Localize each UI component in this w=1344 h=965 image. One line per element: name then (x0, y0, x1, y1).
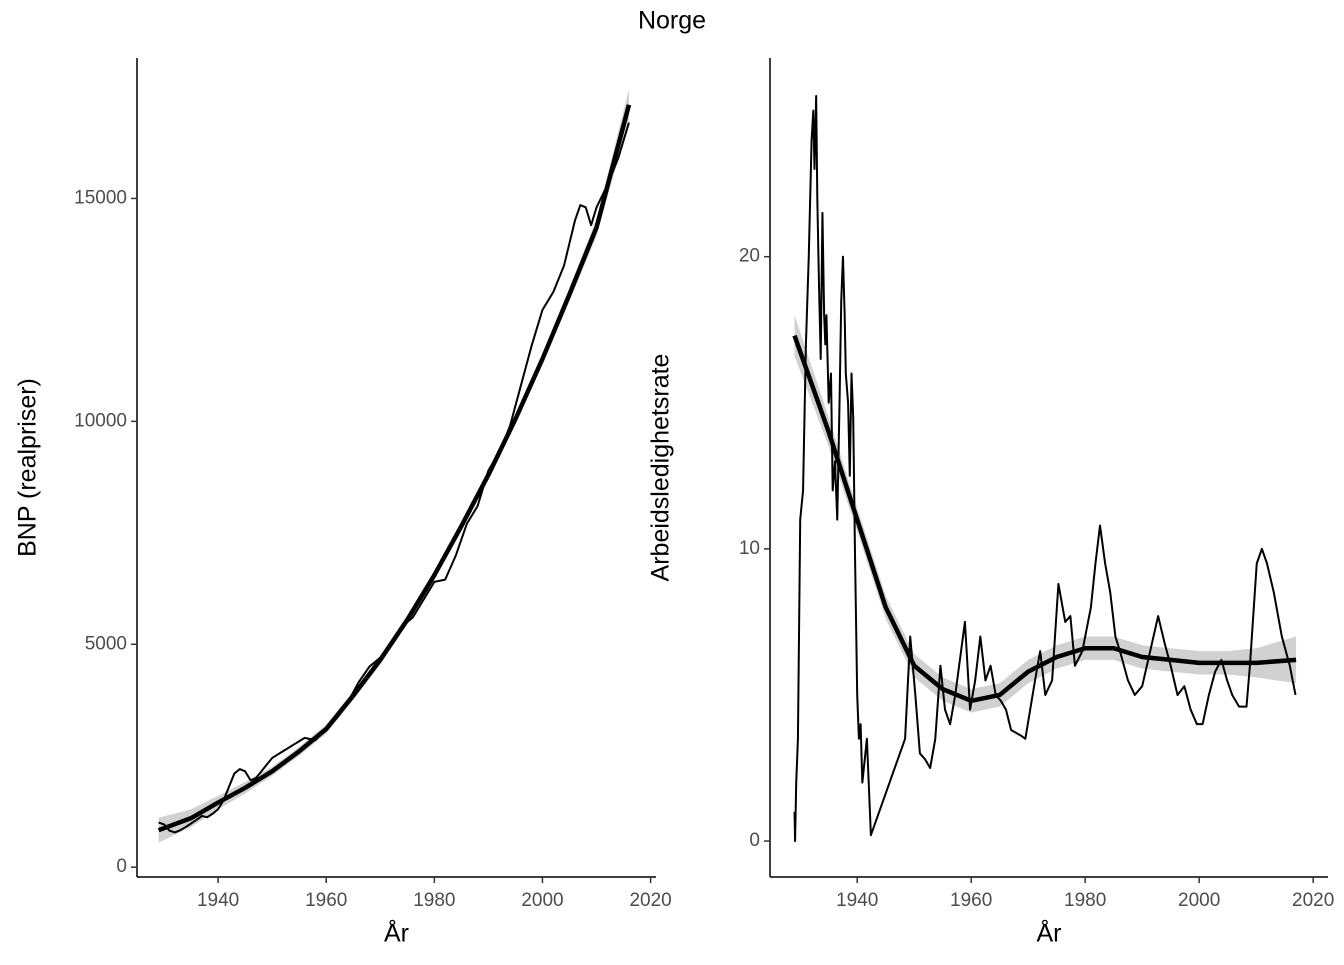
y-tick-label: 0 (116, 856, 127, 877)
x-tick-label: 1940 (197, 890, 239, 911)
y-tick-label: 5000 (85, 633, 127, 654)
x-tick-label: 1940 (836, 890, 878, 911)
confidence-band (794, 315, 1297, 713)
y-axis-label: BNP (realpriser) (14, 378, 42, 557)
figure-title: Norge (638, 7, 706, 35)
smooth-line (792, 334, 1297, 704)
x-tick-label: 2020 (1292, 890, 1334, 911)
y-tick-label: 10 (739, 538, 760, 559)
x-tick-label: 1980 (1064, 890, 1106, 911)
y-tick-label: 0 (749, 830, 760, 851)
data-line (793, 94, 1297, 843)
x-tick-label: 1960 (950, 890, 992, 911)
y-tick-label: 10000 (74, 410, 127, 431)
x-axis-label: År (384, 918, 409, 948)
y-tick-label: 15000 (74, 187, 127, 208)
y-tick-label: 20 (739, 246, 760, 267)
x-tick-label: 2000 (521, 890, 563, 911)
x-tick-label: 2020 (629, 890, 671, 911)
y-axis-label: Arbeidsledighetsrate (647, 354, 675, 582)
smooth-line (157, 104, 632, 833)
x-tick-label: 1980 (413, 890, 455, 911)
x-tick-label: 2000 (1178, 890, 1220, 911)
x-axis-label: År (1037, 918, 1062, 948)
x-tick-label: 1960 (305, 890, 347, 911)
